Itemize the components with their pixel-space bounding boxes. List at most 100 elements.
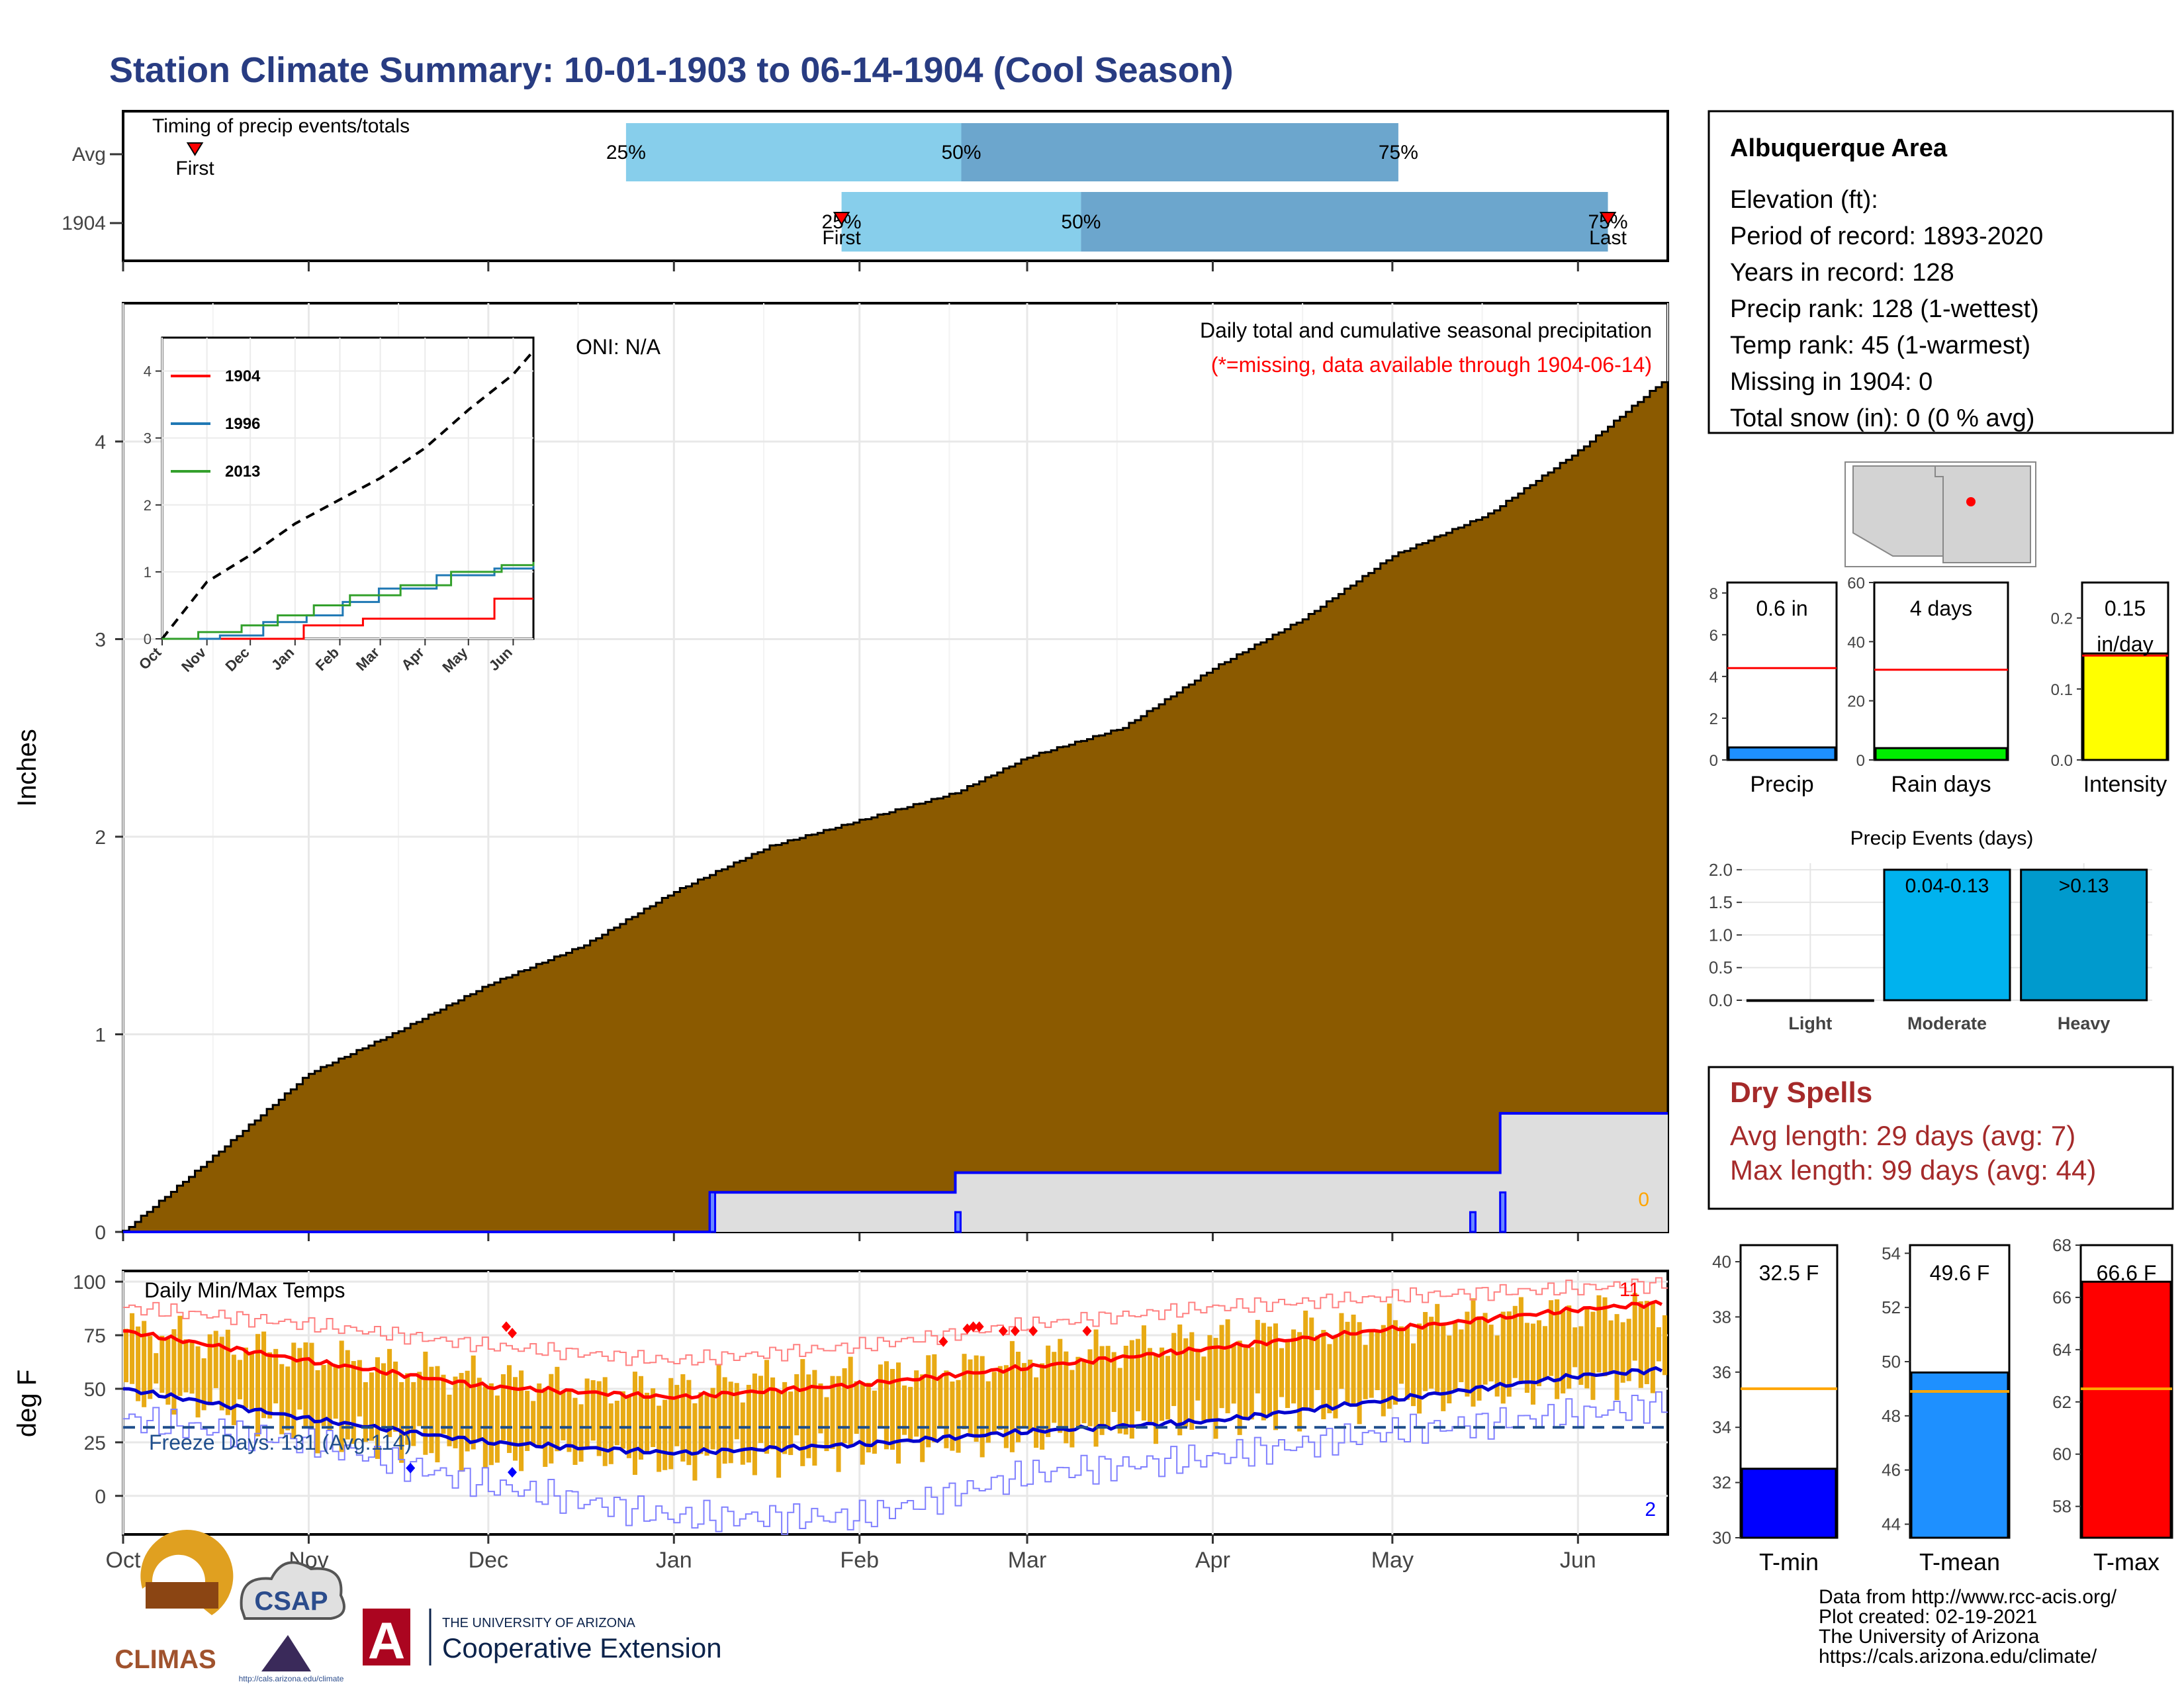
daily-temp-bar xyxy=(764,1360,770,1454)
daily-temp-bar xyxy=(1052,1352,1057,1423)
daily-temp-bar xyxy=(578,1404,584,1462)
events-bar xyxy=(2020,868,2148,1002)
station-line: Years in record: 128 xyxy=(1730,259,1954,287)
daily-temp-bar xyxy=(608,1403,614,1464)
mini-bar-label: Precip xyxy=(1750,772,1813,797)
daily-temp-bar xyxy=(309,1342,314,1429)
daily-temp-bar xyxy=(225,1329,230,1415)
temp-bar-tick-label: 48 xyxy=(1882,1406,1901,1426)
precip-ytick-label: 0 xyxy=(95,1222,106,1244)
daily-temp-bar xyxy=(375,1357,380,1459)
seasonal-temp-bars: 30 32 34 36 38 40 32.5 F T-min 44 46 48 50 52 54 49.6 … xyxy=(1712,1235,2173,1575)
daily-temp-bar xyxy=(1441,1323,1446,1411)
daily-temp-bar xyxy=(506,1365,512,1453)
daily-temp-bar xyxy=(1225,1319,1230,1413)
daily-temp-bar xyxy=(686,1380,692,1466)
daily-temp-bar xyxy=(770,1377,776,1450)
daily-temp-bar xyxy=(1123,1345,1128,1435)
climas-logo: CLIMAS xyxy=(114,1529,234,1674)
temp-bar-value-label: 66.6 F xyxy=(2097,1261,2157,1285)
daily-temp-bar xyxy=(1183,1338,1189,1427)
daily-temp-bar xyxy=(716,1364,721,1478)
daily-temp-bar xyxy=(1201,1356,1206,1421)
timing-avg-p25-label: 25% xyxy=(606,142,646,164)
daily-temp-bar xyxy=(1518,1297,1524,1383)
daily-temp-bar xyxy=(1477,1316,1482,1401)
daily-temp-bar xyxy=(255,1334,261,1436)
daily-precip-bar xyxy=(1469,1211,1477,1233)
record-high-marker xyxy=(1028,1325,1038,1336)
station-name: Albuquerque Area xyxy=(1730,134,1948,162)
daily-temp-bar xyxy=(1171,1333,1177,1407)
csap-cloud xyxy=(240,1561,345,1620)
daily-temp-bar xyxy=(393,1361,398,1432)
daily-temp-bar xyxy=(1303,1310,1308,1409)
timing-1904-last-label: Last xyxy=(1589,227,1627,249)
daily-temp-bar xyxy=(567,1389,572,1452)
daily-temp-bar xyxy=(165,1338,171,1405)
ua-block xyxy=(363,1609,410,1665)
dry-spells-box: Dry Spells Avg length: 29 days (avg: 7) … xyxy=(1707,1066,2174,1210)
daily-temp-bar xyxy=(459,1373,464,1472)
daily-temp-bar xyxy=(447,1394,452,1446)
daily-temp-bar xyxy=(1273,1323,1278,1430)
daily-temp-bar xyxy=(417,1372,422,1427)
events-category-label: Moderate xyxy=(1907,1013,1987,1033)
inset-series-1904 xyxy=(162,597,533,640)
record-high-marker xyxy=(508,1327,518,1338)
mini-bar-tick-label: 0.2 xyxy=(2051,610,2073,628)
record-high-marker xyxy=(1010,1325,1020,1336)
inset-ytick-label: 4 xyxy=(144,363,152,380)
dry-spells-title: Dry Spells xyxy=(1730,1076,1872,1109)
daily-temp-bar xyxy=(321,1364,326,1426)
timing-1904-q3-bar xyxy=(1081,192,1608,252)
daily-temp-bar xyxy=(159,1335,165,1393)
daily-temp-bar xyxy=(1177,1324,1183,1436)
daily-temp-bar xyxy=(1135,1338,1140,1411)
daily-temp-bar xyxy=(854,1381,859,1434)
daily-temp-bar xyxy=(1327,1344,1332,1413)
record-max-line xyxy=(123,1277,1668,1366)
daily-temp-bar xyxy=(1261,1323,1266,1421)
temp-bar-value xyxy=(2081,1280,2172,1539)
daily-temp-bar xyxy=(465,1370,470,1452)
temp-bar-label: T-mean xyxy=(1919,1548,2000,1575)
month-tick-label: Apr xyxy=(1195,1548,1230,1573)
daily-temp-bar xyxy=(429,1366,434,1454)
daily-temp-bar xyxy=(1662,1315,1667,1376)
daily-temp-bar xyxy=(555,1366,560,1452)
page-title: Station Climate Summary: 10-01-1903 to 0… xyxy=(109,50,1234,90)
daily-temp-bar xyxy=(639,1376,644,1460)
daily-temp-bar xyxy=(1644,1301,1649,1384)
daily-temp-bar xyxy=(1429,1317,1434,1389)
daily-temp-bar xyxy=(860,1383,865,1465)
daily-temp-bar xyxy=(962,1354,967,1430)
mini-bar-tick-label: 2 xyxy=(1709,710,1718,728)
timing-heading: Timing of precip events/totals xyxy=(152,115,410,137)
daily-temp-bar xyxy=(584,1378,590,1447)
daily-temp-bar xyxy=(722,1377,727,1464)
missing-count: 0 xyxy=(1638,1189,1649,1211)
daily-temp-bar xyxy=(1255,1319,1260,1393)
daily-temp-bar xyxy=(1512,1305,1518,1378)
mini-bar-value xyxy=(2082,652,2168,761)
temp-ytick-label: 75 xyxy=(84,1325,106,1347)
daily-temp-bar xyxy=(219,1336,224,1411)
daily-temp-bar xyxy=(494,1395,500,1463)
temp-bar-value-label: 32.5 F xyxy=(1759,1261,1819,1285)
daily-temp-bar xyxy=(453,1376,458,1448)
ua-line1: THE UNIVERSITY OF ARIZONA xyxy=(442,1616,636,1630)
mini-bar-frame xyxy=(1726,581,1838,761)
inset-ytick-label: 0 xyxy=(144,631,152,647)
daily-temp-bar xyxy=(1189,1332,1195,1430)
daily-temp-bar xyxy=(285,1366,291,1430)
daily-temp-bar xyxy=(1321,1330,1326,1420)
daily-temp-bar xyxy=(1040,1363,1045,1450)
daily-precip-bar xyxy=(709,1191,717,1233)
mini-bar-tick-label: 0.1 xyxy=(2051,681,2073,699)
daily-temp-bar xyxy=(1147,1348,1152,1422)
daily-temp-bar xyxy=(1213,1338,1218,1439)
daily-temp-bar xyxy=(1650,1303,1655,1393)
daily-temp-bar xyxy=(1530,1323,1535,1405)
mini-bar-value-label: 4 days xyxy=(1910,596,1972,620)
